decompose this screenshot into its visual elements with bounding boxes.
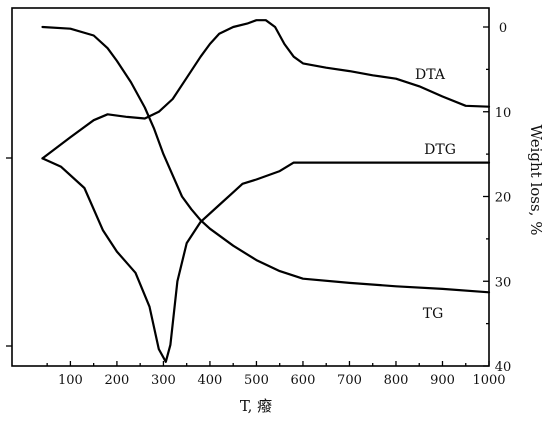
curve-tg bbox=[41, 25, 491, 294]
y-right-tick-label: 10 bbox=[495, 106, 512, 121]
curve-label-tg: TG bbox=[423, 306, 444, 322]
y-right-axis-title: Weight loss, % bbox=[527, 125, 545, 236]
x-tick-label: 400 bbox=[198, 373, 223, 388]
y-right-tick-label: 30 bbox=[495, 275, 512, 290]
curve-label-dtg: DTG bbox=[424, 142, 456, 158]
y-right-tick-label: 20 bbox=[495, 191, 512, 206]
curve-dtg bbox=[41, 157, 491, 363]
x-tick-label: 900 bbox=[430, 373, 455, 388]
x-tick-label: 600 bbox=[291, 373, 316, 388]
x-tick-label: 100 bbox=[58, 373, 83, 388]
y-right-tick-label: 40 bbox=[495, 360, 512, 375]
x-tick-label: 300 bbox=[151, 373, 176, 388]
x-tick-label: 200 bbox=[105, 373, 130, 388]
x-axis-title: T, 癈 bbox=[240, 397, 272, 415]
curve-label-dta: DTA bbox=[415, 67, 446, 83]
x-tick-label: 500 bbox=[244, 373, 269, 388]
plot-frame bbox=[11, 7, 490, 367]
x-tick-label: 800 bbox=[384, 373, 409, 388]
x-tick-label: 1000 bbox=[472, 373, 505, 388]
x-tick-label: 700 bbox=[337, 373, 362, 388]
curve-dta bbox=[41, 19, 491, 160]
y-right-tick-label: 0 bbox=[499, 21, 507, 36]
